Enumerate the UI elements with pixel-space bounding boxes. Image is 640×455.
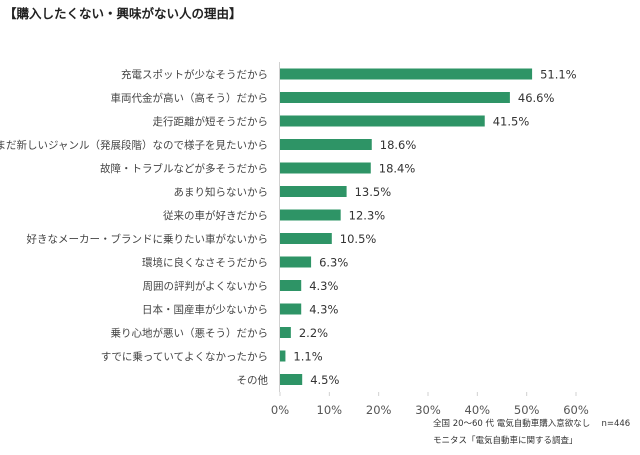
- data-label: 46.6%: [518, 91, 555, 105]
- category-label: 好きなメーカー・ブランドに乗りたい車がないから: [27, 233, 269, 246]
- bar: [280, 256, 312, 268]
- bar: [280, 327, 291, 338]
- data-label: 18.6%: [380, 138, 417, 152]
- bar: [280, 162, 371, 174]
- category-label: 故障・トラブルなどが多そうだから: [100, 162, 268, 175]
- bar: [280, 209, 341, 221]
- bar: [280, 280, 302, 291]
- data-label: 1.1%: [293, 350, 322, 364]
- bar: [280, 139, 372, 150]
- x-tick-label: 50%: [514, 403, 540, 417]
- data-label: 4.5%: [310, 373, 339, 387]
- chart-title: 【購入したくない・興味がない人の理由】: [4, 6, 242, 21]
- bar: [280, 374, 303, 385]
- x-tick-label: 10%: [317, 403, 343, 417]
- data-label: 4.3%: [309, 303, 338, 317]
- bar: [280, 303, 302, 315]
- category-label: 日本・国産車が少ないから: [142, 303, 268, 316]
- bar: [280, 233, 332, 244]
- data-label: 41.5%: [493, 115, 530, 129]
- data-label: 12.3%: [349, 209, 386, 223]
- x-tick-label: 0%: [271, 403, 289, 417]
- bar: [280, 350, 286, 362]
- data-label: 10.5%: [340, 232, 377, 246]
- data-label: 2.2%: [299, 326, 328, 340]
- category-label: 車両代金が高い（高そう）だから: [111, 92, 269, 105]
- category-label: すでに乗っていてよくなかったから: [101, 351, 268, 363]
- category-label: あまり知らないから: [174, 186, 269, 199]
- category-label: 充電スポットが少なそうだから: [121, 68, 268, 81]
- bar: [280, 186, 347, 197]
- data-label: 6.3%: [319, 256, 348, 270]
- data-label: 13.5%: [355, 185, 392, 199]
- x-tick-label: 60%: [563, 403, 589, 417]
- category-label: 周囲の評判がよくないから: [143, 280, 268, 293]
- x-tick-label: 40%: [465, 403, 491, 417]
- bar: [280, 115, 485, 127]
- x-tick-label: 30%: [415, 403, 441, 417]
- category-label: その他: [237, 374, 269, 387]
- category-label: 環境に良くなさそうだから: [142, 256, 268, 269]
- category-label: 走行距離が短そうだから: [153, 115, 269, 128]
- data-label: 4.3%: [309, 279, 338, 293]
- note-sample: 全国 20～60 代 電気自動車購入意欲なし n=446: [433, 419, 631, 429]
- x-tick-label: 20%: [366, 403, 392, 417]
- data-label: 18.4%: [379, 162, 416, 176]
- category-label: まだ新しいジャンル（発展段階）なので様子を見たいから: [0, 139, 268, 152]
- note-source: モニタス「電気自動車に関する調査」: [433, 436, 578, 446]
- category-label: 従来の車が好きだから: [163, 209, 268, 222]
- category-label: 乗り心地が悪い（悪そう）だから: [111, 327, 269, 340]
- bar: [280, 68, 533, 80]
- data-label: 51.1%: [540, 68, 577, 82]
- bar: [280, 92, 510, 103]
